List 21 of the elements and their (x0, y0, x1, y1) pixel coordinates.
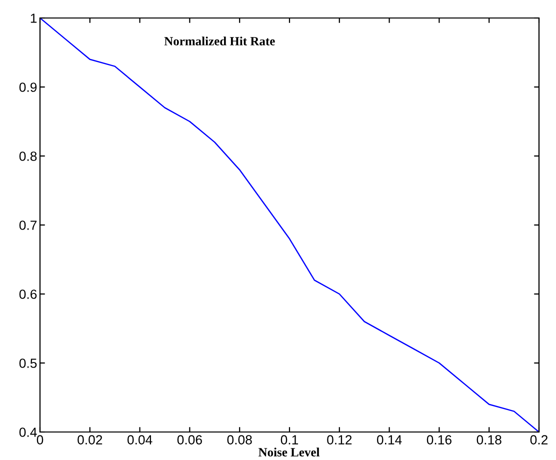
x-tick-label: 0.04 (127, 435, 152, 444)
x-tick-label: 0.12 (327, 435, 352, 444)
x-tick-label: 0.18 (476, 435, 502, 444)
y-tick-label: 1 (30, 14, 37, 23)
text: Normalized Hit Rate (164, 36, 275, 46)
y-tick-label: 0.9 (19, 82, 37, 92)
y-tick-label: 0.5 (19, 358, 37, 368)
y-tick-label: 0.4 (19, 428, 37, 437)
x-tick-label: 0.02 (78, 435, 102, 444)
x-tick-label: 0.08 (227, 435, 252, 444)
x-tick-label: 0.1 (280, 435, 298, 444)
y-tick-label: 0.7 (19, 220, 37, 230)
line-series (40, 18, 539, 432)
x-axis-title: Noise Level (258, 448, 320, 456)
x-tick-label: 0 (36, 435, 44, 444)
y-tick-label: 0.8 (19, 152, 37, 161)
x-tick-label: 0.2 (530, 435, 548, 444)
x-tick-label: 0.14 (376, 435, 402, 444)
x-tick-label: 0.06 (177, 435, 202, 444)
y-tick-label: 0.6 (19, 290, 37, 299)
x-tick-label: 0.16 (426, 435, 452, 444)
